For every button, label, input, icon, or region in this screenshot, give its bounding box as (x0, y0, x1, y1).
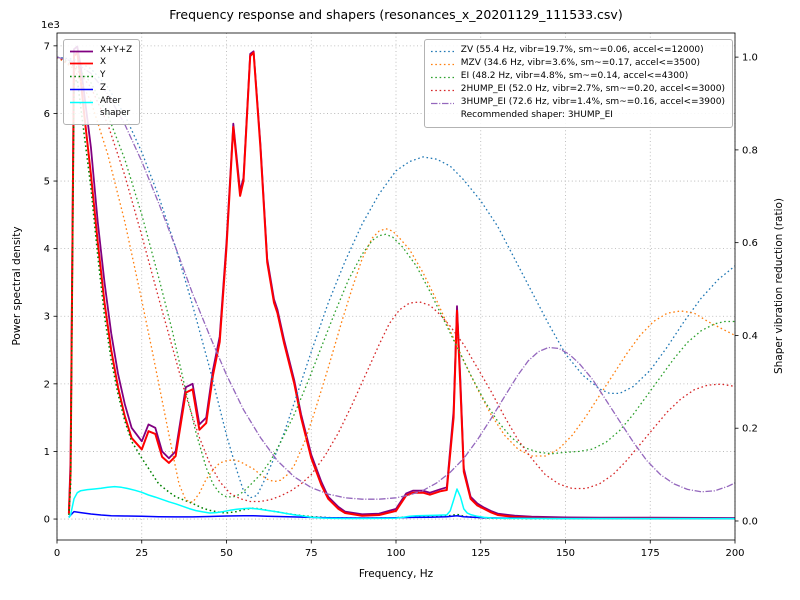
legend-label: Z (100, 83, 107, 94)
x-tick-label: 50 (220, 548, 233, 559)
chart-title: Frequency response and shapers (resonanc… (169, 7, 623, 22)
legend-entry-EI: EI (48.2 Hz, vibr=4.8%, sm~=0.14, accel<… (430, 71, 725, 83)
y-left-tick-label: 0 (44, 515, 50, 526)
legend-entry-X: X (69, 57, 132, 68)
legend-label: Recommended shaper: 3HUMP_EI (460, 110, 613, 121)
series-3HUMP_EI (57, 56, 735, 500)
legend-label: After shaper (100, 96, 131, 118)
x-tick-label: 175 (641, 548, 660, 559)
series-After-shaper (68, 485, 735, 520)
legend-entry-X+Y+Z: X+Y+Z (69, 45, 132, 56)
x-tick-label: 100 (386, 548, 405, 559)
x-tick-label: 75 (305, 548, 318, 559)
legend-entry-MZV: MZV (34.6 Hz, vibr=3.6%, sm~=0.17, accel… (430, 58, 725, 70)
shaper-legend: ZV (55.4 Hz, vibr=19.7%, sm~=0.06, accel… (423, 39, 733, 128)
series-Y (68, 78, 735, 520)
legend-label: EI (48.2 Hz, vibr=4.8%, sm~=0.14, accel<… (460, 70, 689, 81)
y-left-tick-label: 3 (44, 312, 50, 323)
y-right-tick-label: 0.0 (742, 516, 758, 527)
x-axis-label: Frequency, Hz (358, 568, 434, 580)
series-EI (57, 56, 735, 498)
legend-label: X (100, 57, 107, 68)
y-left-tick-label: 2 (44, 379, 50, 390)
y-left-tick-label: 4 (44, 244, 50, 255)
legend-entry-Z: Z (69, 83, 132, 94)
y-axis-label-left: Power spectral density (11, 226, 23, 346)
legend-line-sample-X (70, 63, 93, 65)
x-tick-label: 0 (54, 548, 60, 559)
legend-label: X+Y+Z (100, 44, 133, 55)
legend-line-sample-After-shaper (70, 101, 93, 104)
legend-label: 2HUMP_EI (52.0 Hz, vibr=2.7%, sm~=0.20, … (460, 84, 725, 95)
legend-line-sample-Z (70, 89, 93, 91)
series-MZV (57, 56, 735, 504)
legend-line-sample-Y (70, 76, 93, 78)
legend-entry-ZV: ZV (55.4 Hz, vibr=19.7%, sm~=0.06, accel… (430, 45, 725, 57)
series-X (67, 51, 735, 520)
legend-label: ZV (55.4 Hz, vibr=19.7%, sm~=0.06, accel… (460, 44, 704, 55)
y-left-tick-label: 6 (44, 109, 50, 120)
legend-label: Y (100, 70, 106, 81)
x-tick-label: 150 (556, 548, 575, 559)
y-right-tick-label: 0.2 (742, 424, 758, 435)
y-left-tick-label: 1 (44, 447, 50, 458)
series-ZV (57, 56, 735, 499)
x-tick-label: 125 (471, 548, 490, 559)
y-right-tick-label: 0.8 (742, 145, 758, 156)
legend-entry-2HUMP_EI: 2HUMP_EI (52.0 Hz, vibr=2.7%, sm~=0.20, … (430, 84, 725, 96)
legend-entry-Y: Y (69, 70, 132, 81)
x-tick-label: 25 (135, 548, 148, 559)
psd-legend: X+Y+Z X Y Z After shaper (63, 39, 141, 125)
legend-note: Recommended shaper: 3HUMP_EI (430, 110, 725, 122)
legend-entry-After-shaper: After shaper (69, 96, 132, 119)
legend-entry-3HUMP_EI: 3HUMP_EI (72.6 Hz, vibr=1.4%, sm~=0.16, … (430, 97, 725, 109)
legend-line-sample-3HUMP_EI (430, 103, 454, 105)
legend-line-sample-2HUMP_EI (430, 89, 454, 92)
y-axis-offset-text: 1e3 (41, 20, 60, 31)
y-axis-label-right: Shaper vibration reduction (ratio) (773, 197, 785, 375)
legend-line-sample-ZV (430, 50, 454, 52)
legend-spacer (430, 112, 455, 121)
y-left-tick-label: 5 (44, 177, 50, 188)
series-Z (68, 510, 735, 520)
y-left-tick-label: 7 (44, 41, 50, 52)
legend-line-sample-MZV (430, 63, 454, 65)
x-tick-label: 200 (725, 548, 744, 559)
plot-border (56, 32, 736, 541)
legend-label: MZV (34.6 Hz, vibr=3.6%, sm~=0.17, accel… (460, 57, 700, 68)
legend-line-sample-EI (430, 76, 454, 79)
y-right-tick-label: 1.0 (742, 53, 758, 64)
legend-line-sample-X+Y+Z (70, 50, 93, 52)
y-right-tick-label: 0.4 (742, 331, 758, 342)
legend-label: 3HUMP_EI (72.6 Hz, vibr=1.4%, sm~=0.16, … (460, 97, 725, 108)
y-right-tick-label: 0.6 (742, 238, 758, 249)
